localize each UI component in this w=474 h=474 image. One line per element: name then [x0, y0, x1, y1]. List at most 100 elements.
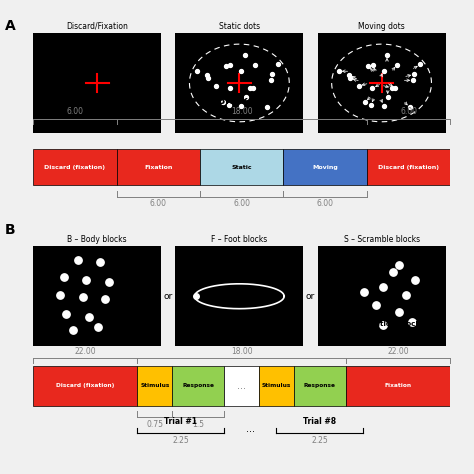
FancyBboxPatch shape: [137, 366, 172, 406]
Point: [379, 283, 387, 291]
Point: [346, 71, 353, 78]
Point: [393, 61, 401, 69]
Point: [384, 93, 392, 101]
Point: [101, 295, 109, 303]
Point: [63, 310, 70, 318]
FancyBboxPatch shape: [224, 366, 259, 406]
Point: [346, 74, 354, 82]
FancyBboxPatch shape: [367, 149, 450, 185]
Point: [74, 256, 82, 264]
Point: [192, 292, 200, 300]
Point: [222, 62, 230, 70]
Text: Response: Response: [304, 383, 336, 388]
Text: 22.00: 22.00: [74, 346, 96, 356]
Text: ...: ...: [237, 381, 246, 391]
Text: 18.00: 18.00: [231, 346, 253, 356]
Point: [380, 67, 387, 74]
Point: [225, 101, 233, 109]
Text: 0.75: 0.75: [146, 420, 164, 429]
Text: Static: Static: [231, 164, 252, 170]
Point: [369, 85, 376, 92]
Text: 6.00: 6.00: [66, 107, 83, 116]
Text: or: or: [164, 292, 173, 301]
Text: 6.00: 6.00: [317, 199, 334, 208]
Point: [396, 262, 403, 269]
Text: 2.25: 2.25: [311, 436, 328, 445]
Text: Trial #8: Trial #8: [303, 417, 337, 426]
Point: [193, 67, 201, 75]
Text: Trial #1: Trial #1: [164, 417, 197, 426]
Text: 6.00: 6.00: [400, 107, 417, 116]
Text: F – Foot blocks: F – Foot blocks: [211, 235, 267, 244]
Point: [264, 104, 271, 111]
Text: 2.25: 2.25: [173, 436, 189, 445]
Point: [227, 61, 234, 69]
Point: [60, 273, 68, 281]
Text: 6.00: 6.00: [150, 199, 167, 208]
Text: Moving: Moving: [312, 164, 338, 170]
Point: [361, 99, 369, 106]
Point: [396, 309, 403, 316]
Point: [410, 76, 417, 84]
Point: [389, 269, 397, 276]
Point: [79, 293, 87, 301]
Point: [95, 323, 102, 331]
Text: Discard (fixation): Discard (fixation): [378, 164, 439, 170]
Point: [402, 292, 410, 299]
Point: [246, 84, 254, 91]
Point: [417, 61, 424, 68]
Point: [219, 99, 227, 106]
FancyBboxPatch shape: [294, 366, 346, 406]
Point: [213, 82, 220, 90]
Point: [388, 84, 396, 91]
FancyBboxPatch shape: [33, 149, 117, 185]
Point: [267, 76, 275, 84]
Point: [242, 93, 249, 101]
Point: [56, 292, 64, 299]
Point: [367, 101, 375, 109]
Text: 1.5: 1.5: [192, 420, 204, 429]
FancyBboxPatch shape: [200, 149, 283, 185]
Text: B – Body blocks: B – Body blocks: [67, 235, 127, 244]
Text: S – Scramble blocks: S – Scramble blocks: [344, 235, 419, 244]
Point: [365, 62, 372, 70]
Point: [406, 104, 413, 111]
Text: Discard/Fixation: Discard/Fixation: [66, 22, 128, 31]
Text: Fixation block #1: Fixation block #1: [363, 321, 434, 327]
FancyBboxPatch shape: [346, 366, 450, 406]
Text: Discard (fixation): Discard (fixation): [56, 383, 115, 388]
Text: Stimulus: Stimulus: [140, 383, 170, 388]
Text: 6.00: 6.00: [233, 199, 250, 208]
FancyBboxPatch shape: [259, 366, 294, 406]
Text: 22.00: 22.00: [387, 346, 409, 356]
Text: ...: ...: [246, 424, 255, 435]
Point: [409, 319, 416, 326]
Point: [241, 51, 248, 59]
Point: [383, 51, 391, 59]
Point: [97, 259, 104, 266]
Point: [69, 326, 77, 334]
Point: [379, 321, 387, 329]
Text: Fixation: Fixation: [384, 383, 412, 388]
Text: Block #1: Block #1: [218, 96, 266, 106]
Point: [237, 67, 245, 74]
Point: [369, 61, 376, 69]
Point: [373, 301, 380, 309]
Point: [251, 61, 259, 69]
Text: Static dots: Static dots: [219, 22, 260, 31]
Text: Discard (fixation): Discard (fixation): [45, 164, 105, 170]
Point: [249, 84, 257, 91]
FancyBboxPatch shape: [283, 149, 367, 185]
Text: B: B: [5, 223, 15, 237]
Point: [268, 71, 276, 78]
Point: [105, 279, 112, 286]
FancyBboxPatch shape: [33, 366, 137, 406]
Text: Stimulus: Stimulus: [262, 383, 291, 388]
Text: Moving dots: Moving dots: [358, 22, 405, 31]
Text: Response: Response: [182, 383, 214, 388]
FancyBboxPatch shape: [172, 366, 224, 406]
Point: [237, 102, 245, 109]
Point: [82, 276, 90, 284]
Text: Fixation: Fixation: [144, 164, 173, 170]
Text: Stimulation block #1: Stimulation block #1: [189, 318, 295, 327]
